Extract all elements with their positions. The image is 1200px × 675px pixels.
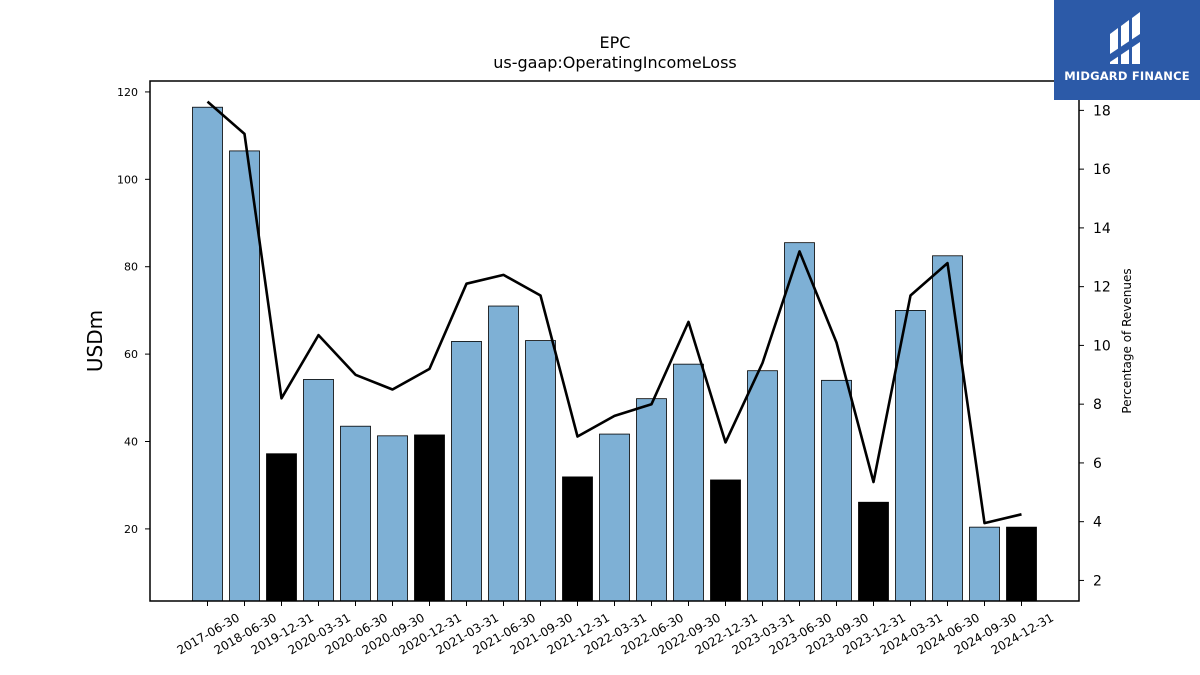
bar [710, 479, 741, 602]
chart-subtitle: us-gaap:OperatingIncomeLoss [493, 53, 737, 72]
bar [636, 398, 667, 602]
bar [562, 476, 593, 602]
bar [932, 255, 963, 602]
bar [525, 340, 556, 602]
bar [192, 106, 223, 602]
chart-title: EPC [600, 33, 631, 52]
bar [1006, 526, 1037, 602]
y-tick-label: 20 [124, 523, 138, 536]
y2-tick-label: 2 [1093, 573, 1102, 589]
y-tick-label: 40 [124, 436, 138, 449]
bar [821, 379, 852, 602]
y2-tick-label: 18 [1093, 103, 1111, 119]
y2-tick-label: 12 [1093, 280, 1111, 296]
bar [488, 305, 519, 602]
y2-tick-label: 10 [1093, 338, 1111, 354]
bar [229, 150, 260, 602]
midgard-finance-logo: MIDGARD FINANCE [1054, 0, 1200, 100]
y-axis-label: USDm [83, 310, 107, 372]
y2-tick-label: 16 [1093, 162, 1111, 178]
y-tick-label: 60 [124, 348, 138, 361]
bar [784, 242, 815, 602]
y2-tick-label: 8 [1093, 397, 1102, 413]
bar [673, 363, 704, 602]
bar [377, 435, 408, 602]
bar [340, 425, 371, 602]
bar [451, 341, 482, 602]
y2-axis-label: Percentage of Revenues [1120, 268, 1134, 413]
bar [599, 433, 630, 602]
bar [747, 370, 778, 602]
bar [969, 526, 1000, 602]
y2-tick-label: 6 [1093, 456, 1102, 472]
logo-text: MIDGARD FINANCE [1064, 69, 1190, 83]
logo-mark-icon [1110, 12, 1140, 64]
bar [266, 453, 297, 602]
y-tick-label: 120 [117, 86, 138, 99]
bar [303, 379, 334, 602]
y-tick-label: 100 [117, 173, 138, 186]
y-tick-label: 80 [124, 261, 138, 274]
y2-tick-label: 14 [1093, 221, 1111, 237]
bar [895, 310, 926, 602]
percentage-line [206, 100, 1022, 525]
bar [414, 434, 445, 602]
y2-tick-label: 4 [1093, 515, 1102, 531]
bar [858, 501, 889, 602]
